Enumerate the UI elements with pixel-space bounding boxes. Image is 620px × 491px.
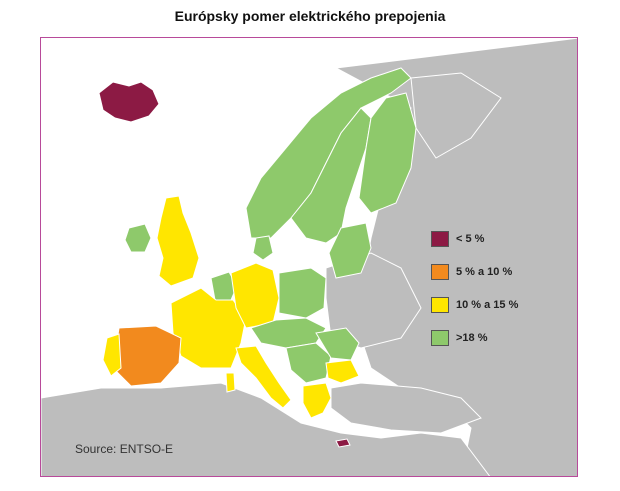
turkey xyxy=(330,382,482,434)
europe-map xyxy=(41,38,577,476)
legend-label: >18 % xyxy=(456,332,488,344)
ireland xyxy=(124,223,152,253)
romania xyxy=(315,327,360,361)
balkans xyxy=(285,342,332,384)
legend-swatch xyxy=(431,264,449,280)
legend-item: 5 % a 10 % xyxy=(431,263,518,281)
north-africa xyxy=(41,382,491,476)
map-title: Európsky pomer elektrického prepojenia xyxy=(174,8,446,24)
map-frame: < 5 % 5 % a 10 % 10 % a 15 % >18 % Source: … xyxy=(40,37,578,477)
cyprus xyxy=(335,438,351,448)
legend-item: < 5 % xyxy=(431,230,518,248)
ukraine-belarus xyxy=(325,252,422,349)
legend-swatch xyxy=(431,297,449,313)
legend-label: 5 % a 10 % xyxy=(456,266,513,278)
legend-label: < 5 % xyxy=(456,233,485,245)
legend-item: 10 % a 15 % xyxy=(431,296,518,314)
sardinia xyxy=(225,372,236,393)
legend-item: >18 % xyxy=(431,329,518,347)
bulgaria xyxy=(325,359,360,384)
denmark xyxy=(252,235,274,261)
italy xyxy=(235,345,292,409)
legend-swatch xyxy=(431,330,449,346)
united-kingdom xyxy=(156,195,200,287)
source-note: Source: ENTSO-E xyxy=(75,442,174,456)
greece xyxy=(302,382,332,419)
iceland xyxy=(98,81,160,123)
legend-label: 10 % a 15 % xyxy=(456,299,519,311)
germany xyxy=(230,262,280,329)
finland xyxy=(358,92,417,214)
legend: < 5 % 5 % a 10 % 10 % a 15 % >18 % xyxy=(431,230,518,362)
poland xyxy=(278,267,327,319)
portugal xyxy=(102,333,122,377)
legend-swatch xyxy=(431,231,449,247)
baltic-states xyxy=(328,222,372,279)
